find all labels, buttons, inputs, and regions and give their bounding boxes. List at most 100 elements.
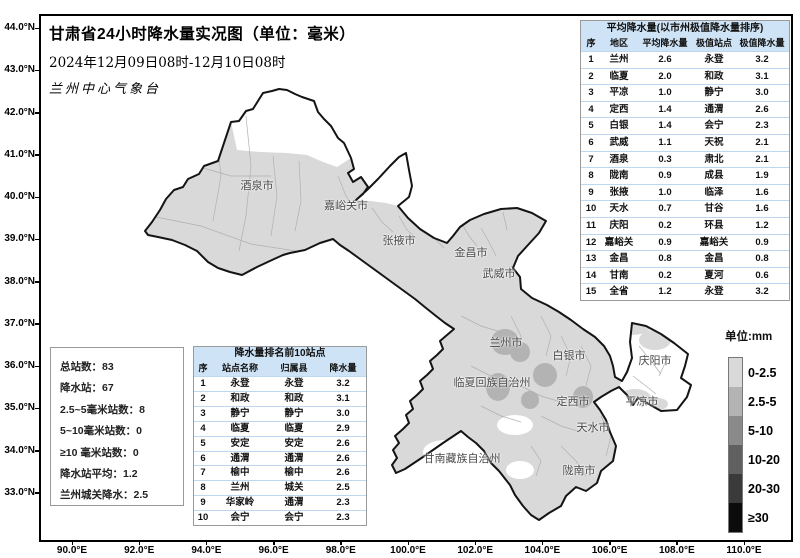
table-cell: 临夏: [609, 70, 629, 82]
table-cell: 和政: [284, 392, 304, 404]
legend-swatch-row: [729, 445, 742, 474]
x-tick-label: 96.0°E: [258, 545, 289, 556]
y-tick-mark: [35, 365, 40, 368]
column-header: 极值降水量: [739, 38, 785, 48]
table-cell: 2.6: [755, 103, 769, 115]
table-cell: 1.6: [755, 203, 769, 215]
y-tick-mark: [35, 450, 40, 452]
x-tick-label: 108.0°E: [658, 545, 695, 556]
table-cell: 永登: [230, 378, 250, 389]
legend-swatch-row: [729, 503, 742, 532]
table-cell: 2.3: [336, 497, 350, 509]
top10-stations-table: 降水量排名前10站点 序站点名称 归属县 降水量 1 永登 永登 3.2 2 和政 和政 3.1 3…: [193, 346, 367, 527]
stat-line: 兰州城关降水：2.5: [60, 489, 149, 502]
gansu-province-map: [144, 88, 692, 521]
table-cell: 2.1: [755, 153, 769, 165]
y-tick-label: 34.0°N: [4, 444, 35, 456]
table-cell: 2.1: [755, 136, 769, 148]
table-cell: 2: [200, 392, 206, 404]
x-tick-label: 98.0°E: [325, 545, 356, 556]
region-label: 嘉峪关市: [324, 200, 368, 212]
table-cell: 酒泉: [609, 153, 629, 165]
legend-labels: 0-2.5 2.5-5 5-10 10-20 20-30 ≥30: [742, 358, 780, 532]
table-cell: 通渭: [230, 452, 250, 464]
y-tick-mark: [35, 154, 40, 156]
region-label: 天水市: [576, 422, 610, 434]
table-title: 平均降水量(以市州极值降水量排序): [581, 21, 789, 36]
table-cell: 15: [585, 286, 597, 298]
table-cell: 临夏: [284, 422, 304, 434]
province-border: [144, 88, 692, 521]
table-cell: 0.9: [658, 236, 672, 248]
legend-swatch-row: [729, 358, 742, 387]
table-cell: 0.8: [658, 253, 672, 265]
table-cell: 甘南: [609, 269, 629, 281]
table-cell: 2.6: [658, 54, 672, 65]
region-label: 甘南藏族自治州: [423, 453, 501, 465]
table-cell: 7: [588, 153, 594, 165]
table-cell: 10: [197, 512, 209, 524]
table-row: 3 平凉 1.0 静宁 3.0: [581, 84, 789, 101]
legend-range-label: 10-20: [748, 452, 780, 467]
table-row: 1 兰州 2.6 永登 3.2: [581, 51, 789, 68]
legend-swatch: [729, 474, 742, 503]
table-row: 14 甘南 0.2 夏河 0.6: [581, 266, 789, 284]
table-cell: 0.8: [755, 253, 769, 265]
table-cell: 1.0: [658, 186, 672, 198]
table-cell: 0.7: [658, 203, 672, 215]
table-row: 7 榆中 榆中 2.6: [194, 465, 366, 480]
x-tick-mark: [609, 541, 611, 545]
table-cell: 2.6: [336, 467, 350, 479]
y-tick-label: 40.0°N: [4, 191, 35, 203]
table-cell: 5: [200, 437, 206, 449]
region-label: 张掖市: [382, 235, 416, 247]
table-cell: 临夏: [230, 422, 250, 434]
table-cell: 1.1: [658, 136, 672, 148]
table-cell: 10: [585, 203, 597, 215]
x-tick-mark: [71, 541, 73, 545]
x-tick-mark: [340, 541, 342, 545]
table-cell: 榆中: [230, 467, 250, 479]
table-cell: 2: [588, 70, 594, 82]
table-cell: 静宁: [284, 407, 304, 419]
table-cell: 8: [588, 170, 594, 182]
table-row: 1 永登 永登 3.2: [194, 376, 366, 391]
table-cell: 通渭: [284, 452, 304, 464]
y-tick-label: 36.0°N: [4, 360, 35, 372]
table-cell: 全省: [609, 286, 629, 298]
table-cell: 8: [200, 482, 206, 494]
stats-summary-box: 总站数：83 降水站：67 2.5~5毫米站数：8 5~10毫米站数：0 ≥10 毫米站…: [50, 347, 184, 506]
stat-line: 降水站：67: [60, 382, 114, 395]
y-tick-label: 39.0°N: [4, 233, 35, 245]
legend-swatch: [729, 416, 742, 445]
table-cell: 肃北: [704, 153, 724, 165]
table-cell: 和政: [230, 392, 250, 404]
region-label: 金昌市: [454, 247, 488, 259]
table-cell: 甘谷: [704, 203, 724, 215]
table-cell: 张掖: [609, 186, 629, 198]
legend-swatch-row: [729, 474, 742, 503]
table-cell: 成县: [704, 170, 724, 182]
precip-legend: 单位:mm 0-2.5 2.5-5 5-10 10-20 20-30 ≥30: [723, 328, 800, 533]
table-row: 13 金昌 0.8 金昌 0.8: [581, 250, 789, 267]
table-cell: 2.3: [755, 120, 769, 132]
column-header: 序: [586, 38, 596, 48]
table-row: 15 全省 1.2 永登 3.2: [581, 283, 789, 300]
table-cell: 0.9: [755, 236, 769, 248]
table-row: 2 临夏 2.0 和政 3.1: [581, 67, 789, 85]
column-header: 平均降水量: [642, 38, 688, 48]
avg-precip-table: 平均降水量(以市州极值降水量排序) 序 地区 平均降水量 极值站点 极值降水量 1 兰州 2…: [580, 20, 790, 301]
table-cell: 会宁: [704, 120, 724, 132]
y-tick-mark: [35, 112, 40, 114]
table-cell: 白银: [609, 120, 629, 132]
y-tick-label: 43.0°N: [4, 64, 35, 76]
y-tick-label: 37.0°N: [4, 317, 35, 329]
agency-name: 兰州中心气象台: [49, 82, 162, 97]
legend-body: 0-2.5 2.5-5 5-10 10-20 20-30 ≥30: [723, 351, 800, 533]
table-cell: 6: [200, 452, 206, 464]
table-cell: 3.2: [755, 54, 769, 65]
x-tick-label: 100.0°E: [390, 545, 426, 556]
table-cell: 3.0: [336, 407, 350, 419]
x-tick-label: 106.0°E: [591, 545, 628, 556]
table-cell: 夏河: [704, 269, 724, 281]
